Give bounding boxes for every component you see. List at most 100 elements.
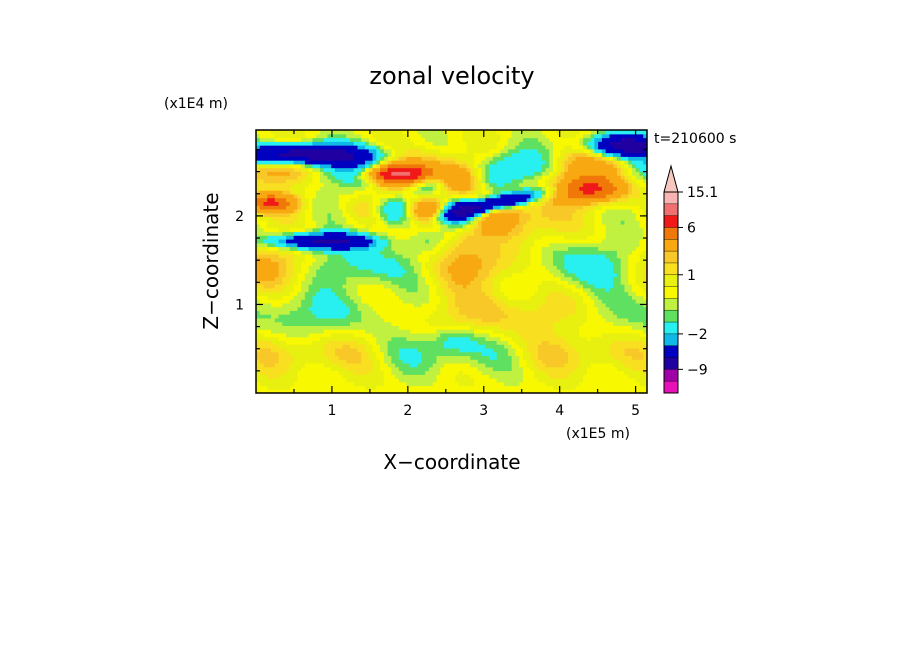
heatmap-cell — [507, 325, 513, 330]
heatmap-cell — [594, 216, 599, 221]
heatmap-cell — [402, 299, 407, 304]
heatmap-cell — [383, 340, 389, 345]
heatmap-cell — [293, 246, 298, 251]
heatmap-cell — [334, 374, 340, 379]
heatmap-cell — [496, 336, 501, 341]
heatmap-cell — [496, 261, 501, 266]
heatmap-cell — [477, 377, 483, 383]
heatmap-cell — [413, 302, 419, 308]
heatmap-cell — [537, 238, 543, 244]
heatmap-cell — [432, 235, 438, 240]
heatmap-cell — [485, 389, 490, 393]
heatmap-cell — [297, 340, 302, 345]
heatmap-cell — [598, 355, 603, 360]
heatmap-cell — [395, 242, 400, 248]
heatmap-cell — [289, 257, 295, 263]
heatmap-cell — [549, 216, 554, 221]
heatmap-cell — [545, 238, 550, 244]
heatmap-cell — [413, 272, 419, 278]
heatmap-cell — [316, 238, 321, 244]
heatmap-cell — [376, 223, 381, 229]
heatmap-cell — [496, 374, 501, 379]
heatmap-cell — [583, 220, 588, 225]
heatmap-cell — [564, 381, 569, 387]
heatmap-cell — [530, 299, 535, 304]
heatmap-cell — [459, 325, 464, 330]
heatmap-cell — [271, 310, 276, 315]
heatmap-cell — [628, 227, 633, 233]
heatmap-cell — [372, 355, 377, 360]
heatmap-cell — [271, 385, 276, 390]
heatmap-cell — [564, 351, 569, 357]
heatmap-cell — [500, 216, 505, 221]
heatmap-cell — [477, 385, 483, 390]
heatmap-cell — [462, 227, 468, 233]
heatmap-cell — [413, 374, 419, 379]
heatmap-cell — [323, 329, 329, 334]
heatmap-cell — [391, 317, 396, 323]
heatmap-cell — [267, 216, 272, 221]
heatmap-cell — [406, 362, 411, 368]
heatmap-cell — [451, 366, 456, 372]
heatmap-cell — [519, 235, 524, 240]
heatmap-cell — [620, 220, 626, 225]
heatmap-cell — [286, 389, 291, 393]
heatmap-cell — [361, 220, 366, 225]
heatmap-cell — [410, 377, 415, 383]
heatmap-cell — [594, 276, 599, 281]
heatmap-cell — [631, 340, 637, 345]
heatmap-cell — [560, 272, 565, 278]
heatmap-cell — [316, 355, 321, 360]
heatmap-cell — [380, 310, 385, 315]
heatmap-cell — [522, 261, 528, 266]
heatmap-cell — [553, 314, 558, 319]
heatmap-cell — [628, 340, 633, 345]
heatmap-cell — [297, 284, 302, 289]
heatmap-cell — [368, 321, 374, 326]
heatmap-cell — [462, 374, 468, 379]
heatmap-cell — [349, 246, 355, 251]
heatmap-cell — [417, 223, 423, 229]
heatmap-cell — [417, 287, 423, 293]
heatmap-cell — [549, 359, 554, 364]
heatmap-cell — [526, 265, 532, 270]
heatmap-cell — [316, 374, 321, 379]
heatmap-cell — [639, 276, 644, 281]
heatmap-cell — [590, 340, 595, 345]
heatmap-cell — [319, 280, 325, 285]
heatmap-cell — [353, 231, 359, 236]
heatmap-cell — [571, 242, 577, 248]
heatmap-cell — [571, 347, 577, 353]
heatmap-cell — [519, 291, 524, 296]
heatmap-cell — [353, 257, 359, 263]
heatmap-cell — [271, 265, 276, 270]
heatmap-cell — [372, 280, 377, 285]
heatmap-cell — [410, 212, 415, 218]
heatmap-cell — [327, 269, 332, 274]
heatmap-cell — [616, 340, 622, 345]
heatmap-cell — [628, 302, 633, 308]
heatmap-cell — [635, 253, 641, 259]
heatmap-cell — [259, 317, 265, 323]
heatmap-cell — [304, 261, 310, 266]
heatmap-cell — [496, 231, 501, 236]
heatmap-cell — [301, 347, 306, 353]
heatmap-cell — [286, 295, 291, 300]
heatmap-cell — [583, 231, 588, 236]
heatmap-cell — [605, 325, 610, 330]
heatmap-cell — [286, 347, 291, 353]
heatmap-cell — [372, 291, 377, 296]
heatmap-cell — [474, 377, 479, 383]
heatmap-cell — [556, 306, 562, 311]
heatmap-cell — [485, 381, 490, 387]
heatmap-cell — [489, 280, 494, 285]
heatmap-cell — [526, 302, 532, 308]
heatmap-cell — [598, 284, 603, 289]
heatmap-cell — [274, 242, 280, 248]
heatmap-cell — [496, 223, 501, 229]
heatmap-cell — [274, 332, 280, 338]
heatmap-cell — [485, 302, 490, 308]
heatmap-cell — [631, 269, 637, 274]
heatmap-cell — [436, 295, 441, 300]
heatmap-cell — [376, 295, 381, 300]
